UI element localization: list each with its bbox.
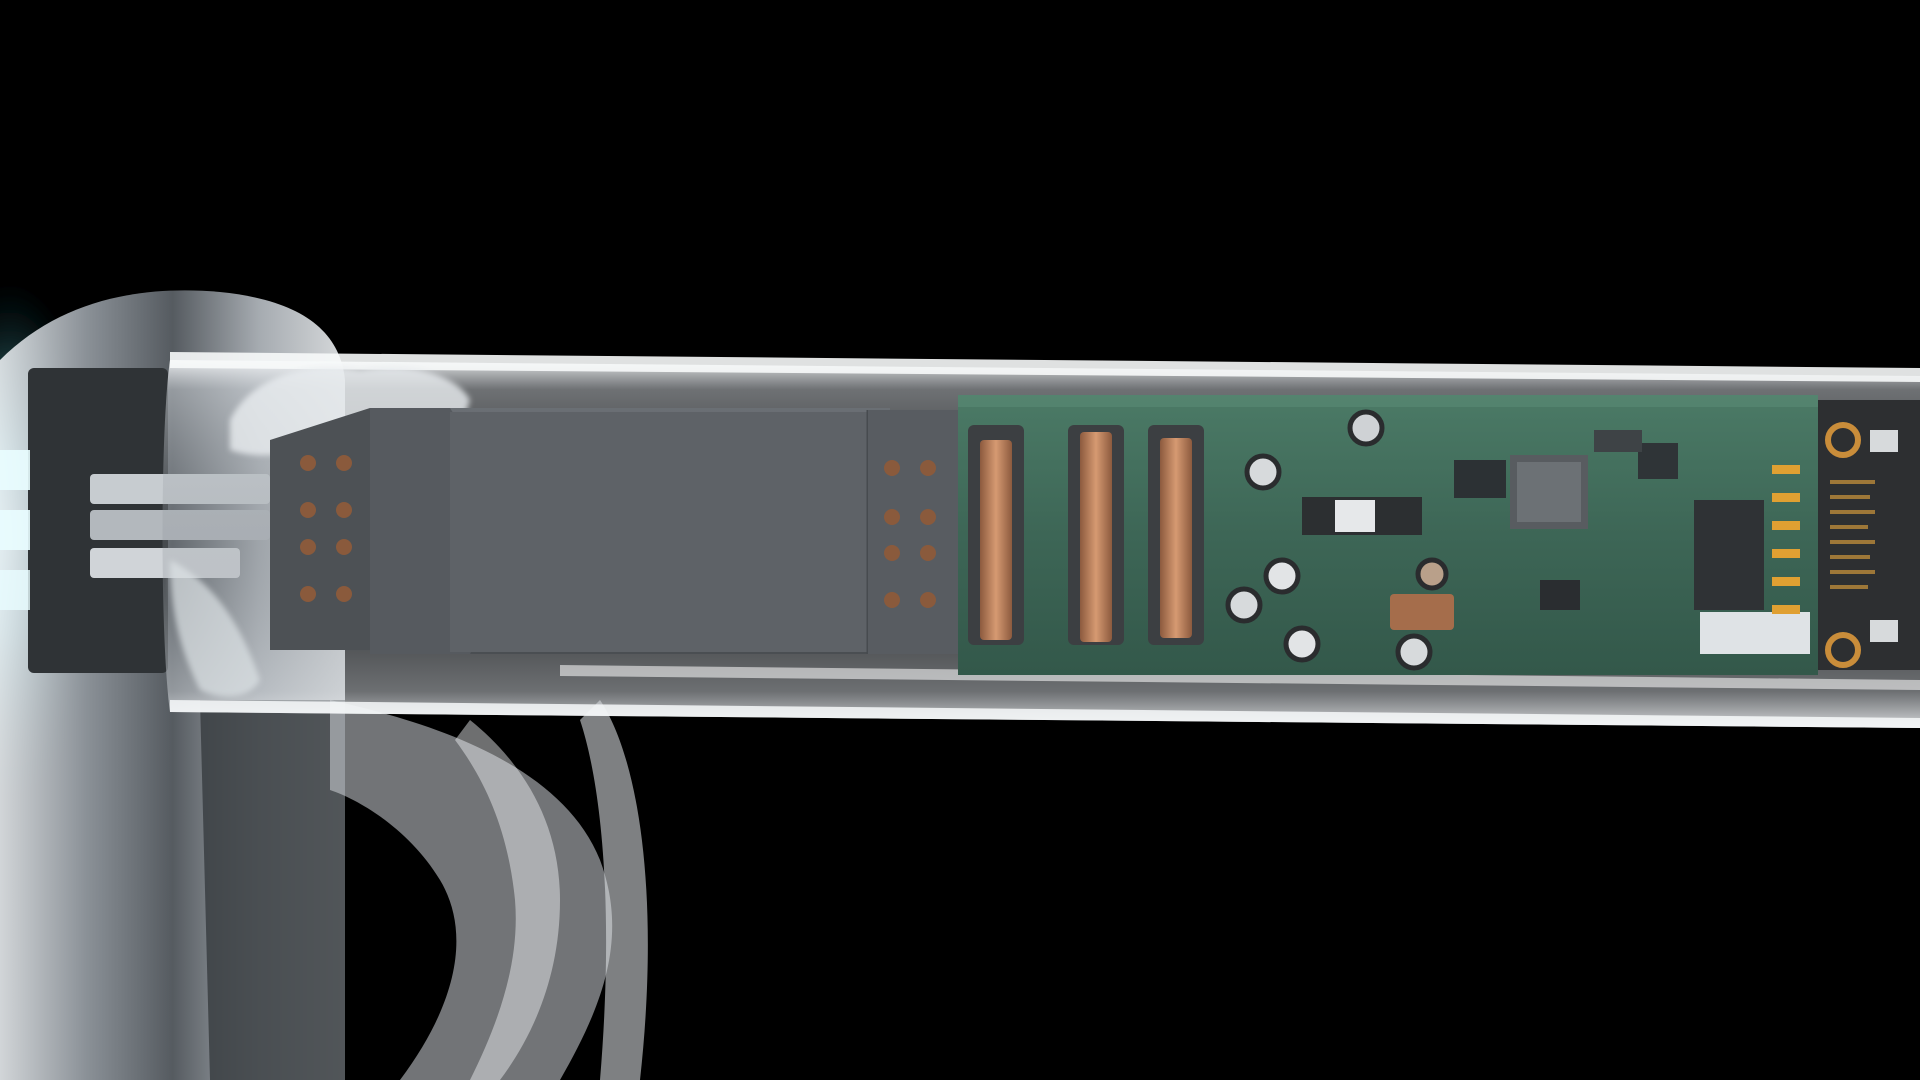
gold-connector <box>1694 422 1898 668</box>
battery-module <box>270 408 958 654</box>
capacitors <box>1225 409 1449 671</box>
copper-coils <box>968 425 1204 645</box>
hinge-block <box>0 368 270 673</box>
connector-dots-left <box>300 455 352 602</box>
ic-chips <box>1302 430 1678 630</box>
frosted-material <box>170 367 470 697</box>
connector-dots-right <box>884 460 936 608</box>
